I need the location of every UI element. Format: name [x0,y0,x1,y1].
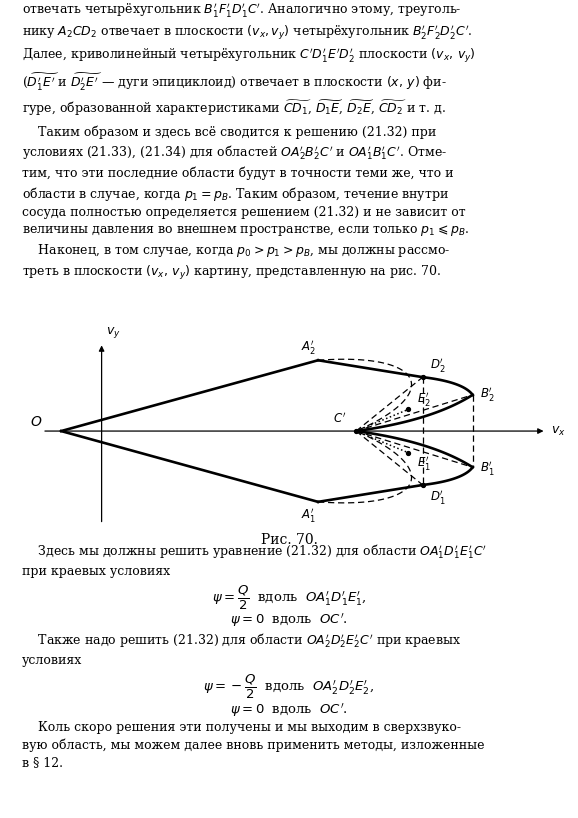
Text: Коль скоро решения эти получены и мы выходим в сверхзвуко-
вую область, мы можем: Коль скоро решения эти получены и мы вых… [22,721,484,769]
Text: $D_1'$: $D_1'$ [430,488,446,506]
Text: $O$: $O$ [30,416,42,429]
Text: $C'$: $C'$ [334,411,347,426]
Text: отвечать четырёхугольник $B_1'F_1'D_1'C'$. Аналогично этому, треуголь-
нику $A_2: отвечать четырёхугольник $B_1'F_1'D_1'C'… [22,1,476,118]
Text: $v_x$: $v_x$ [551,425,566,438]
Text: $B_2'$: $B_2'$ [480,385,494,403]
Text: $A_1'$: $A_1'$ [301,506,316,524]
Text: Здесь мы должны решить уравнение (21.32) для области $OA_1'D_1'E_1'C'$
при краев: Здесь мы должны решить уравнение (21.32)… [22,542,487,578]
Text: $E_2'$: $E_2'$ [417,389,431,407]
Text: $E_1'$: $E_1'$ [417,454,431,472]
Text: Также надо решить (21.32) для области $OA_2'D_2'E_2'C'$ при краевых
условиях: Также надо решить (21.32) для области $O… [22,631,461,667]
Text: Рис. 70.: Рис. 70. [261,533,317,547]
Text: $\psi=\dfrac{Q}{2}$  вдоль  $OA_1'D_1'E_1'$,: $\psi=\dfrac{Q}{2}$ вдоль $OA_1'D_1'E_1'… [212,584,366,612]
Text: $B_1'$: $B_1'$ [480,459,494,477]
Text: $\psi=0$  вдоль  $OC'$.: $\psi=0$ вдоль $OC'$. [230,701,348,718]
Text: Наконец, в том случае, когда $p_0>p_1>p_B$, мы должны рассмо-
треть в плоскости : Наконец, в том случае, когда $p_0>p_1>p_… [22,242,450,281]
Text: $v_y$: $v_y$ [106,325,121,340]
Text: $\psi=0$  вдоль  $OC'$.: $\psi=0$ вдоль $OC'$. [230,612,348,629]
Text: $\psi=-\dfrac{Q}{2}$  вдоль  $OA_2'D_2'E_2'$,: $\psi=-\dfrac{Q}{2}$ вдоль $OA_2'D_2'E_2… [203,673,375,701]
Text: $D_2'$: $D_2'$ [430,356,445,374]
Text: Таким образом и здесь всё сводится к решению (21.32) при
условиях (21.33), (21.3: Таким образом и здесь всё сводится к реш… [22,125,469,238]
Text: $A_2'$: $A_2'$ [301,338,316,356]
